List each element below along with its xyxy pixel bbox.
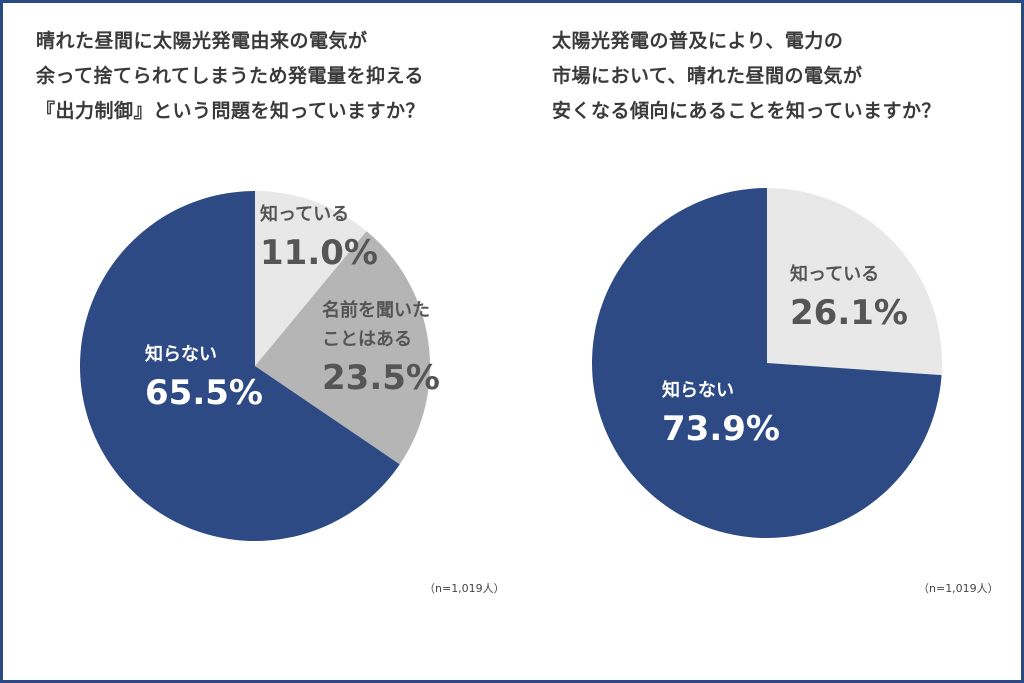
- slice-value-label: 11.0%: [260, 233, 378, 273]
- slice-label: 知っている: [260, 203, 349, 225]
- title-line: 太陽光発電の普及により、電力の: [552, 30, 844, 52]
- slice-label: 知っている: [790, 263, 879, 285]
- slice-value-label: 73.9%: [662, 409, 780, 449]
- title-line: 晴れた昼間に太陽光発電由来の電気が: [36, 30, 368, 52]
- slice-label: ことはある: [322, 329, 412, 350]
- slice-label: 知らない: [662, 379, 734, 401]
- pie-slice: [79, 190, 400, 541]
- chart-2-sample-note: （n=1,019人）: [918, 582, 999, 595]
- slice-label: 名前を聞いた: [322, 299, 430, 321]
- slice-value-label: 65.5%: [145, 373, 263, 413]
- title-line: 『出力制御』という問題を知っていますか？: [36, 100, 426, 122]
- chart-1-title: 晴れた昼間に太陽光発電由来の電気が 余って捨てられてしまうため発電量を抑える 『…: [36, 24, 425, 129]
- slice-label: 知らない: [145, 343, 217, 365]
- pie-slice: [255, 191, 367, 366]
- title-line: 安くなる傾向にあることを知っていますか？: [552, 100, 942, 122]
- chart-1-sample-note: （n=1,019人）: [424, 582, 505, 595]
- pie-slice: [767, 188, 943, 376]
- chart-2-title: 太陽光発電の普及により、電力の 市場において、晴れた昼間の電気が 安くなる傾向に…: [552, 24, 941, 129]
- pie-slice: [255, 231, 430, 465]
- slice-value-label: 26.1%: [790, 293, 908, 333]
- title-line: 市場において、晴れた昼間の電気が: [552, 65, 863, 87]
- slice-value-label: 23.5%: [322, 358, 440, 398]
- pie-slice: [591, 188, 942, 538]
- title-line: 余って捨てられてしまうため発電量を抑える: [36, 65, 424, 87]
